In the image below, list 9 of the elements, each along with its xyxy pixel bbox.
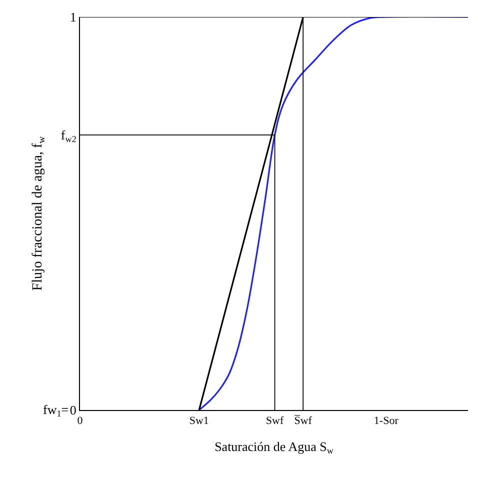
text: fw$_{1}$= — [43, 402, 69, 419]
x-tick-label: 1-Sor — [374, 415, 399, 428]
y-tick-label: 1 — [70, 10, 76, 25]
y-tick-label: f$_{w2}$ — [60, 127, 77, 144]
x-axis-title: Saturación de Agua S$_{w}$ — [214, 438, 334, 456]
y-tick-label: 0 — [70, 402, 76, 418]
x-tick-label: Sw1 — [189, 415, 209, 428]
x-tick-label: Swf — [266, 415, 284, 428]
x-tick-label: S̅wf — [294, 414, 312, 428]
